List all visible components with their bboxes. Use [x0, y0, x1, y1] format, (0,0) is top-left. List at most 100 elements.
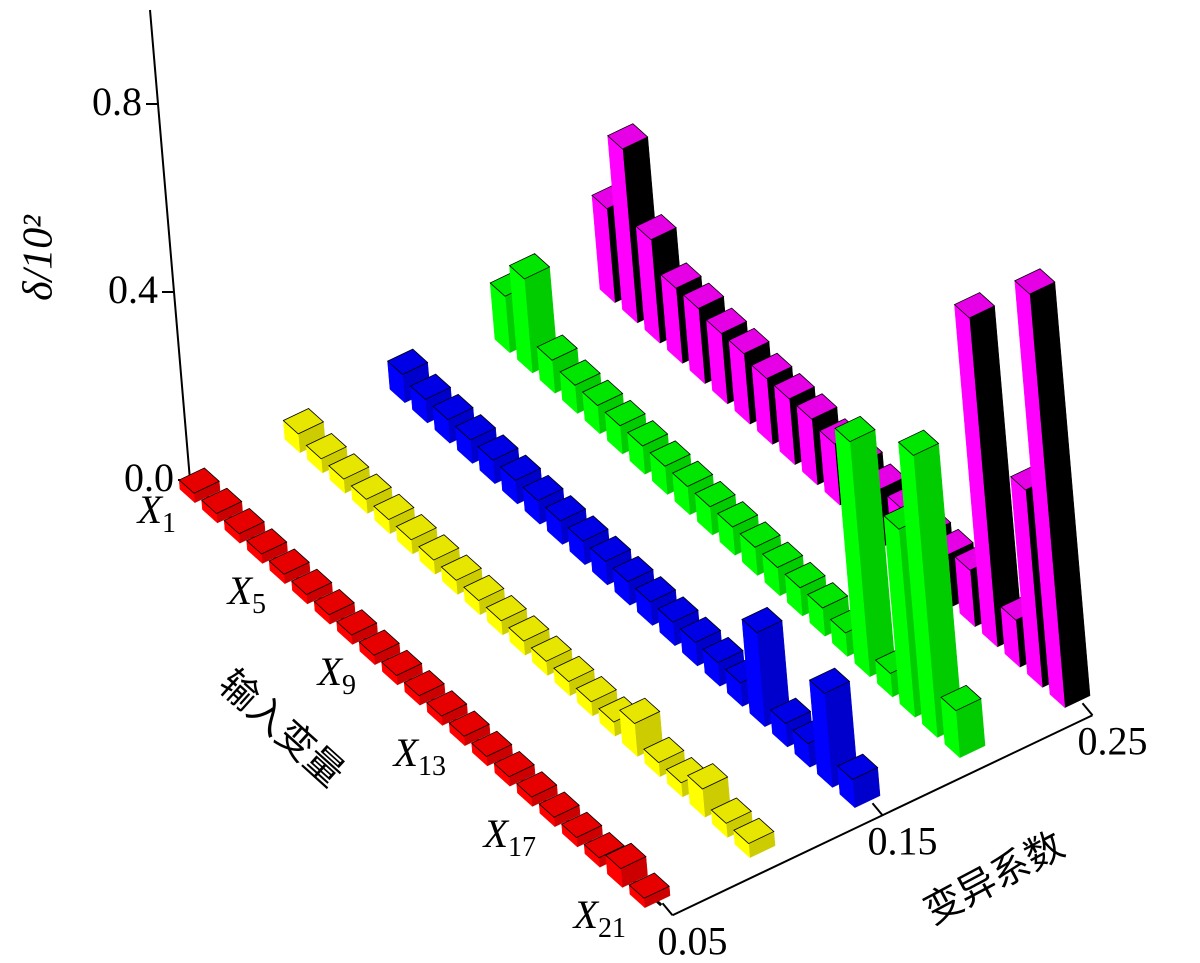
bar-top: [178, 467, 220, 494]
bar-top: [560, 811, 603, 839]
bar-top: [485, 594, 528, 622]
bar: [741, 606, 791, 728]
bar: [313, 588, 356, 625]
bar-top: [440, 554, 483, 581]
bar-top: [559, 359, 601, 386]
bar-top: [575, 675, 618, 703]
bar: [710, 797, 753, 839]
bar-top: [425, 690, 468, 717]
x-tick-label: X13: [392, 730, 446, 782]
bar-top: [470, 730, 513, 758]
bar-top: [679, 616, 722, 643]
bar-top: [953, 292, 996, 319]
bar-top: [643, 736, 685, 764]
bar: [200, 487, 243, 524]
bar: [553, 655, 596, 697]
bar: [395, 513, 438, 555]
bar-top: [395, 513, 438, 541]
bar: [282, 408, 326, 454]
bar-top: [454, 414, 497, 441]
bar-top: [626, 420, 669, 447]
bar-top: [716, 501, 759, 528]
bar-top: [290, 568, 333, 596]
x-tick-label: X21: [572, 892, 626, 944]
bar-top: [335, 609, 378, 636]
bar-top: [522, 474, 564, 502]
bar-top: [515, 771, 558, 798]
row-tick-label: 0.15: [868, 818, 938, 863]
bar: [305, 432, 348, 474]
bar-top: [477, 434, 519, 461]
bar-top: [605, 842, 647, 870]
bar: [290, 568, 333, 605]
bar: [470, 730, 513, 767]
bar: [245, 528, 288, 565]
bar-top: [612, 555, 654, 583]
bar-top: [499, 454, 542, 481]
x-tick-label: X1: [136, 487, 176, 539]
bar-top: [305, 432, 348, 460]
bar-top: [733, 817, 775, 845]
bar-top: [448, 710, 490, 737]
bar: [178, 467, 221, 504]
bar-top: [1014, 268, 1056, 295]
bar: [560, 811, 603, 848]
bar: [328, 453, 371, 494]
bar-top: [432, 393, 474, 421]
bar-top: [553, 655, 595, 683]
bar-top: [761, 541, 804, 568]
z-tick-label: 0.8: [92, 79, 142, 124]
bar-top: [463, 574, 505, 602]
bar-top: [671, 460, 714, 487]
row-axis-title: 变异系数: [916, 823, 1071, 933]
bar-top: [741, 606, 783, 634]
bar-top: [705, 307, 748, 334]
bar: [373, 493, 416, 535]
bar: [448, 710, 491, 747]
row-tick-label: 0.05: [658, 918, 728, 958]
bar: [628, 872, 671, 909]
bar: [454, 414, 498, 465]
bar: [940, 684, 986, 759]
bar: [418, 534, 461, 575]
bar: [485, 594, 528, 636]
bar-top: [897, 429, 940, 456]
bar: [268, 548, 311, 585]
bar-top: [618, 697, 661, 725]
bar: [836, 753, 881, 809]
row-tick-label: 0.25: [1078, 718, 1148, 763]
z-axis: [149, 9, 191, 481]
bar: [403, 669, 446, 706]
bar-top: [313, 588, 355, 616]
bar-top: [796, 393, 838, 420]
bar-top: [694, 480, 736, 508]
bar-top: [200, 487, 243, 515]
bar-top: [282, 408, 325, 435]
bar: [508, 615, 551, 656]
row-tick: [1081, 702, 1094, 716]
bar: [335, 609, 378, 646]
bar: [515, 771, 558, 808]
bar-top: [660, 262, 702, 289]
bar-top: [581, 379, 624, 406]
x-tick-label: X5: [226, 568, 266, 620]
bar-top: [635, 213, 677, 241]
bar: [223, 507, 266, 544]
bar: [538, 791, 581, 828]
bar-top: [328, 453, 370, 480]
bar: [834, 415, 896, 678]
bar-top: [536, 334, 578, 361]
bar-top: [418, 534, 460, 561]
row-tick: [661, 902, 674, 916]
bar-top: [784, 561, 826, 589]
bar-top: [808, 667, 851, 694]
bar-top: [538, 791, 580, 818]
bar-top: [583, 831, 625, 859]
bar: [643, 736, 686, 778]
bar-top: [544, 495, 587, 522]
bar-top: [834, 415, 876, 443]
bar-top: [836, 753, 879, 780]
bar: [358, 629, 401, 666]
z-tick-label: 0.0: [124, 455, 174, 500]
